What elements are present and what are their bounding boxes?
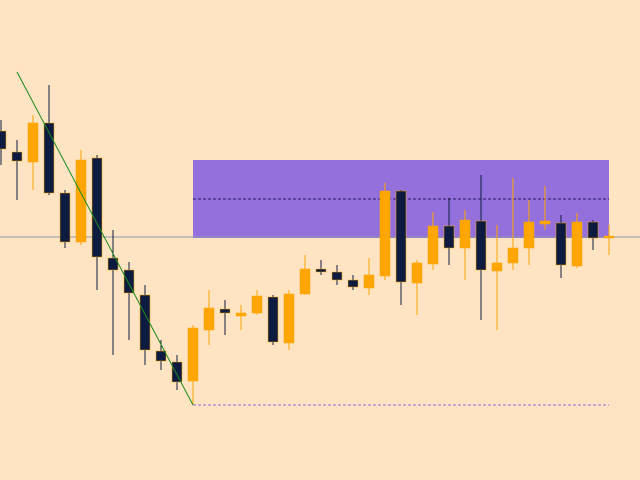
candle-body xyxy=(587,221,599,239)
candle-body xyxy=(171,361,183,383)
candle-body xyxy=(27,122,39,163)
candle-body xyxy=(235,312,247,317)
candle-body xyxy=(491,262,503,272)
candle-body xyxy=(203,307,215,331)
candle-body xyxy=(347,279,359,288)
candle-body xyxy=(139,294,151,351)
candle-body xyxy=(555,222,567,266)
candle-body xyxy=(91,157,103,258)
candle-body xyxy=(363,274,375,289)
candle-body xyxy=(219,308,231,314)
candle-body xyxy=(523,221,535,249)
candle-body xyxy=(427,225,439,265)
candle-body xyxy=(299,268,311,295)
candle-body xyxy=(267,296,279,343)
candle-body xyxy=(11,151,23,162)
candle-body xyxy=(123,269,135,294)
trendline xyxy=(16,71,194,406)
candle-body xyxy=(187,327,199,382)
candle-body xyxy=(0,130,7,150)
candle-body xyxy=(155,350,167,362)
candle-body xyxy=(379,190,391,277)
candle-body xyxy=(411,262,423,284)
candle-body xyxy=(75,159,87,243)
candle-body xyxy=(395,190,407,283)
candle-body xyxy=(571,221,583,267)
candle-body xyxy=(315,268,327,273)
candle-body xyxy=(507,247,519,264)
candle-body xyxy=(459,219,471,249)
candle-body xyxy=(539,220,551,225)
candle-body xyxy=(603,235,615,239)
candle-body xyxy=(59,192,71,243)
candle-body xyxy=(331,271,343,281)
candle-body xyxy=(251,295,263,314)
candle-body xyxy=(43,122,55,194)
candle-body xyxy=(443,225,455,249)
candle-body xyxy=(475,220,487,271)
candle-body xyxy=(283,293,295,344)
